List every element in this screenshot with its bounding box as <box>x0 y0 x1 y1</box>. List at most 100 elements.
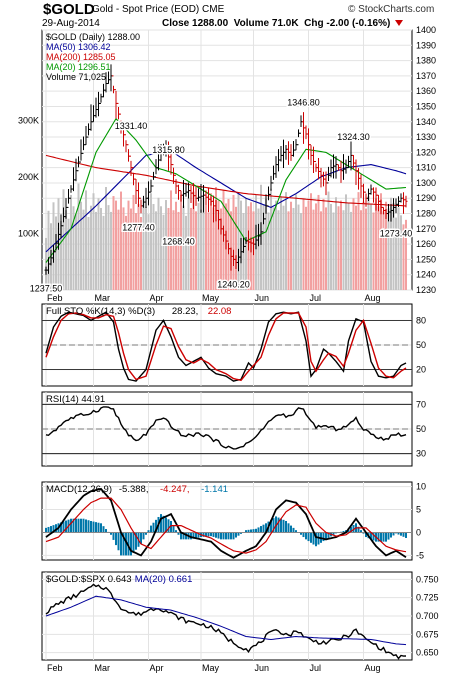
macd-histogram-bar <box>152 522 155 533</box>
price-annotation: 1237.50 <box>30 284 63 294</box>
volume-bar <box>362 201 365 290</box>
volume-bar <box>137 204 140 290</box>
macd-ytick-label: 10 <box>416 482 426 492</box>
macd-histogram-bar <box>372 532 375 541</box>
macd-histogram-bar <box>77 518 80 533</box>
month-tick-label: Apr <box>150 663 164 673</box>
macd-histogram-bar <box>175 530 177 533</box>
macd-histogram-bar <box>390 532 392 538</box>
price-ytick-label: 1400 <box>416 25 436 35</box>
volume-bar <box>112 196 115 290</box>
macd-histogram-bar <box>192 532 195 539</box>
rsi-ytick-label: 30 <box>416 449 426 459</box>
volume-bar <box>340 200 342 290</box>
volume-bar <box>390 197 392 290</box>
macd-histogram-bar <box>300 532 302 535</box>
volume-bar <box>295 194 297 290</box>
macd-histogram-bar <box>362 532 365 534</box>
price-ytick-label: 1360 <box>416 86 436 96</box>
price-annotation: 1315.80 <box>152 145 185 155</box>
volume-bar <box>297 204 300 290</box>
volume-bar <box>142 198 145 290</box>
macd-ytick-label: 5 <box>416 505 421 515</box>
volume-bar <box>182 205 185 290</box>
macd-histogram-bar <box>60 522 62 533</box>
volume-bar <box>100 207 102 290</box>
macd-histogram-bar <box>190 532 192 540</box>
price-panel <box>41 29 413 291</box>
macd-series-line <box>45 497 407 554</box>
macd-panel <box>41 481 413 561</box>
macd-histogram-bar <box>212 532 215 537</box>
macd-histogram-bar <box>197 532 200 538</box>
volume-bar <box>387 208 390 290</box>
volume-bar <box>397 207 400 290</box>
volume-bar <box>292 207 295 290</box>
macd-histogram-bar <box>262 524 265 533</box>
volume-bar <box>372 212 375 290</box>
quote-stats: Close 1288.00 Volume 71.0K Chg -2.00 (-0… <box>162 18 404 29</box>
macd-histogram-bar <box>97 522 100 533</box>
macd-histogram-bar <box>195 532 197 539</box>
volume-bar <box>200 209 202 290</box>
chg-value: -2.00 (-0.16%) <box>326 18 391 29</box>
volume-label: Volume <box>233 18 270 29</box>
volume-bar <box>267 212 270 290</box>
description-label: Gold - Spot Price (EOD) CME <box>92 4 224 15</box>
volume-bar <box>60 220 62 290</box>
macd-histogram-bar <box>110 532 112 535</box>
volume-bar <box>287 211 290 290</box>
volume-bar <box>307 200 310 290</box>
price-ytick-label: 1370 <box>416 71 436 81</box>
macd-histogram-bar <box>272 518 275 533</box>
sto-ytick-label: 80 <box>416 315 426 325</box>
macd-histogram-bar <box>305 532 307 540</box>
price-annotation: 1346.80 <box>287 97 320 107</box>
macd-histogram-bar <box>322 532 325 542</box>
macd-histogram-bar <box>170 521 172 533</box>
volume-bar <box>132 194 135 290</box>
volume-bar <box>87 217 90 290</box>
down-arrow-icon <box>395 20 404 27</box>
macd-histogram-bar <box>202 532 205 537</box>
volume-bar <box>135 213 137 290</box>
volume-bar <box>317 194 320 290</box>
volume-bar <box>315 203 317 290</box>
volume-bar <box>235 206 237 290</box>
volume-tick-label: 100K <box>18 228 39 238</box>
macd-histogram-bar <box>307 532 310 542</box>
macd-histogram-bar <box>95 522 97 533</box>
macd-histogram-bar <box>122 532 125 556</box>
volume-bar <box>190 207 192 290</box>
volume-bar <box>147 214 150 290</box>
macd-histogram-bar <box>50 526 52 533</box>
volume-bar <box>155 211 157 290</box>
volume-bar <box>382 211 385 290</box>
volume-bar <box>337 206 340 290</box>
volume-bar <box>80 201 82 290</box>
chg-label: Chg <box>304 18 324 29</box>
macd-histogram-bar <box>72 518 75 533</box>
volume-bar <box>197 202 200 290</box>
volume-bar <box>282 205 285 290</box>
volume-bar <box>95 211 97 290</box>
price-ytick-label: 1350 <box>416 101 436 111</box>
volume-bar <box>330 204 332 290</box>
volume-bar <box>160 206 162 290</box>
macd-histogram-bar <box>260 526 262 533</box>
price-legend-entry: MA(200) 1285.05 <box>46 52 116 62</box>
macd-histogram-bar <box>140 532 142 544</box>
volume-bar <box>192 191 195 290</box>
volume-bar <box>352 198 355 290</box>
volume-bar <box>232 194 235 290</box>
macd-histogram-bar <box>332 532 335 535</box>
volume-bar <box>122 207 125 290</box>
price-annotation: 1273.40 <box>380 229 413 239</box>
macd-histogram-bar <box>142 532 145 540</box>
macd-histogram-bar <box>70 518 72 533</box>
volume-tick-label: 200K <box>18 172 39 182</box>
macd-histogram-bar <box>145 532 147 535</box>
volume-bar <box>380 193 382 290</box>
volume-bar <box>65 210 67 290</box>
volume-bar <box>402 224 405 290</box>
